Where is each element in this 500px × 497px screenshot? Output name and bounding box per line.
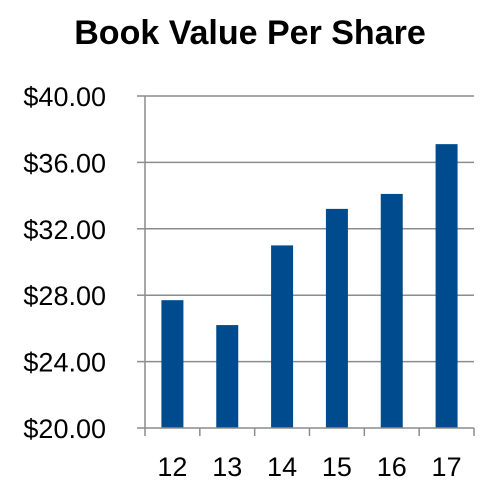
x-tick-label: 15 [322, 452, 352, 482]
chart-title: Book Value Per Share [74, 14, 426, 52]
x-tick-label: 16 [377, 452, 407, 482]
bars [161, 144, 458, 428]
y-tick-label: $28.00 [23, 281, 106, 311]
tick-labels: $20.00 $24.00 $28.00 $32.00 $36.00 $40.00 12 13… [23, 82, 461, 482]
x-tick-label: 13 [212, 452, 242, 482]
bar [271, 245, 294, 428]
axes [137, 95, 475, 436]
bar [380, 193, 403, 428]
bar [435, 144, 458, 428]
x-tick-label: 14 [267, 452, 297, 482]
y-tick-label: $32.00 [23, 215, 106, 245]
bar [216, 325, 239, 428]
x-tick-label: 17 [432, 452, 462, 482]
gridlines [145, 95, 474, 363]
y-tick-label: $20.00 [23, 414, 106, 444]
bar [325, 208, 348, 428]
x-tick-label: 12 [157, 452, 187, 482]
bar [161, 300, 184, 428]
y-tick-label: $36.00 [23, 148, 106, 178]
y-tick-label: $40.00 [23, 82, 106, 112]
y-tick-label: $24.00 [23, 348, 106, 378]
